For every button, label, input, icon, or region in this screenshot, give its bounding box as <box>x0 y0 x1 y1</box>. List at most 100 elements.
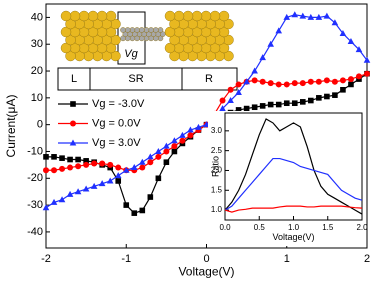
x-tick-label: 0 <box>203 253 209 265</box>
marker <box>83 161 90 168</box>
atom <box>134 27 140 33</box>
marker <box>90 182 98 189</box>
marker <box>299 80 306 87</box>
marker <box>235 88 242 95</box>
marker <box>324 93 330 100</box>
marker <box>339 29 347 36</box>
marker <box>235 107 242 113</box>
atom <box>169 18 180 30</box>
marker <box>259 54 266 61</box>
marker <box>259 103 266 109</box>
marker <box>98 180 106 187</box>
marker <box>99 160 106 167</box>
y-tick-label: 3.0 <box>211 126 223 135</box>
marker <box>251 77 258 84</box>
marker <box>163 142 170 149</box>
marker <box>91 160 98 167</box>
series-line <box>224 157 363 211</box>
marker <box>51 154 57 160</box>
atom <box>152 27 159 33</box>
atom <box>105 10 117 22</box>
atom <box>65 34 76 46</box>
atom <box>218 10 230 22</box>
marker <box>315 13 323 20</box>
region-label: L <box>71 73 77 85</box>
marker <box>275 101 282 108</box>
marker <box>363 56 371 63</box>
x-tick-label: 1.5 <box>322 223 334 232</box>
marker <box>115 164 122 171</box>
atom <box>173 10 185 22</box>
marker <box>155 175 162 182</box>
marker <box>59 155 65 161</box>
series-line <box>224 118 363 215</box>
marker <box>179 131 186 138</box>
series-line <box>224 205 363 213</box>
y-tick-label: 0 <box>37 119 43 131</box>
marker <box>251 104 258 111</box>
marker <box>43 167 49 174</box>
atom <box>96 10 108 22</box>
marker <box>219 97 226 104</box>
marker <box>75 156 81 163</box>
marker <box>283 13 291 20</box>
marker <box>243 78 250 85</box>
atom <box>138 27 145 33</box>
marker <box>130 164 138 171</box>
marker <box>42 204 50 211</box>
marker <box>43 154 49 160</box>
atom <box>122 31 129 37</box>
marker <box>364 70 370 77</box>
marker <box>82 185 90 192</box>
marker <box>291 100 298 107</box>
marker <box>347 38 355 45</box>
marker <box>235 81 242 88</box>
x-axis-label: Voltage(V) <box>178 264 234 278</box>
legend-label: Vg = 3.0V <box>92 137 141 149</box>
marker <box>348 81 354 88</box>
marker <box>315 78 322 85</box>
marker <box>58 196 66 203</box>
marker <box>347 76 354 83</box>
x-tick-label: 1 <box>284 253 290 265</box>
marker <box>340 87 346 93</box>
x-tick-label: 1.0 <box>288 223 300 232</box>
marker <box>107 161 114 168</box>
y-tick-label: 40 <box>31 11 43 23</box>
x-tick-label: -2 <box>41 253 51 265</box>
atom <box>60 42 72 54</box>
marker <box>66 190 74 197</box>
marker <box>179 137 186 144</box>
marker <box>74 188 82 195</box>
atom <box>169 50 180 62</box>
marker <box>332 92 338 98</box>
atom <box>78 10 90 22</box>
atom <box>182 10 194 22</box>
marker <box>307 13 315 20</box>
marker <box>259 78 266 85</box>
marker <box>187 132 194 139</box>
atom <box>87 10 99 22</box>
marker <box>155 147 162 154</box>
y-tick-label: 1.5 <box>211 185 223 194</box>
atom <box>143 27 150 33</box>
y-tick-label: -40 <box>27 226 43 238</box>
region-label: SR <box>128 73 143 85</box>
marker <box>355 46 363 53</box>
marker <box>171 148 178 155</box>
x-tick-label: 2 <box>364 253 370 265</box>
marker <box>195 123 202 130</box>
marker <box>251 67 258 74</box>
structure-diagram: L SR R Vg <box>57 10 238 91</box>
marker <box>299 12 307 19</box>
marker <box>355 73 362 80</box>
x-tick-label: 2.0 <box>356 223 368 232</box>
gate-label: Vg <box>124 48 138 60</box>
atom <box>209 10 221 22</box>
marker <box>307 78 314 85</box>
atom <box>69 10 81 22</box>
marker <box>219 105 226 112</box>
region-box <box>57 67 238 91</box>
marker <box>51 167 58 174</box>
marker <box>227 97 234 104</box>
